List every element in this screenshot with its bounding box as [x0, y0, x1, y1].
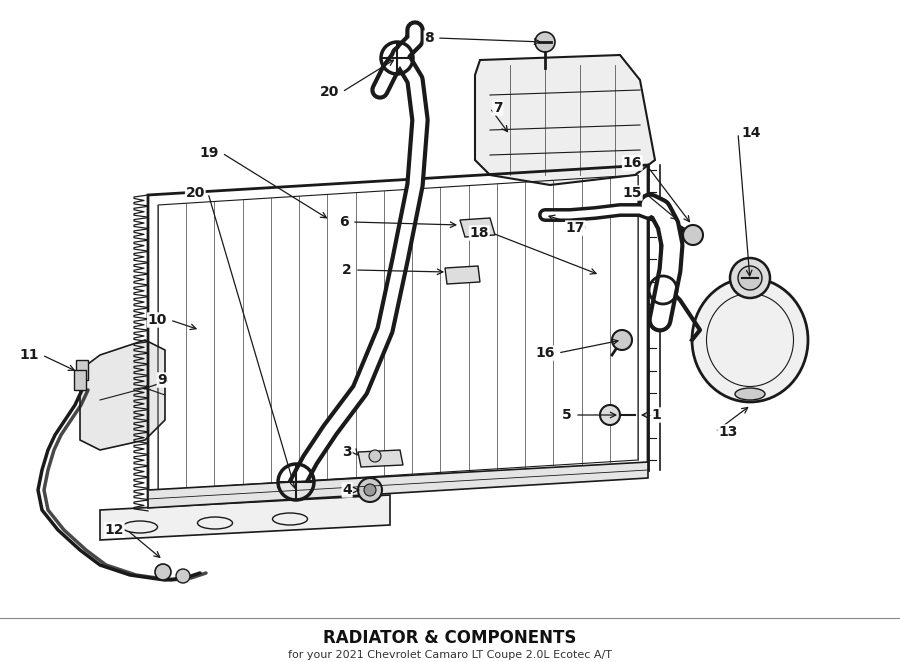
Circle shape: [730, 258, 770, 298]
Text: 8: 8: [424, 31, 434, 45]
Polygon shape: [100, 495, 390, 540]
Ellipse shape: [692, 278, 808, 402]
Text: 2: 2: [342, 263, 352, 277]
Text: 17: 17: [565, 221, 585, 235]
Circle shape: [535, 32, 555, 52]
Text: 9: 9: [158, 373, 167, 387]
Text: 3: 3: [342, 445, 352, 459]
Circle shape: [612, 330, 632, 350]
Circle shape: [738, 266, 762, 290]
Text: 4: 4: [342, 483, 352, 497]
Text: 11: 11: [20, 348, 39, 362]
Text: 5: 5: [562, 408, 572, 422]
Text: 7: 7: [493, 101, 502, 115]
Text: 1: 1: [651, 408, 661, 422]
Circle shape: [176, 569, 190, 583]
Circle shape: [155, 564, 171, 580]
Text: RADIATOR & COMPONENTS: RADIATOR & COMPONENTS: [323, 629, 577, 647]
Ellipse shape: [735, 388, 765, 400]
Text: 18: 18: [470, 226, 489, 240]
Text: 15: 15: [623, 186, 642, 200]
Text: 16: 16: [536, 346, 555, 360]
Text: 12: 12: [104, 523, 124, 537]
Text: 13: 13: [718, 425, 737, 439]
Bar: [74, 370, 86, 390]
Circle shape: [600, 405, 620, 425]
Text: 20: 20: [185, 186, 205, 200]
Circle shape: [683, 225, 703, 245]
Text: 16: 16: [623, 156, 642, 170]
Circle shape: [358, 478, 382, 502]
Polygon shape: [445, 266, 480, 284]
Circle shape: [369, 450, 381, 462]
Polygon shape: [358, 450, 403, 467]
Bar: [76, 360, 88, 380]
Circle shape: [364, 484, 376, 496]
Text: 20: 20: [320, 85, 339, 99]
Text: 10: 10: [148, 313, 167, 327]
Text: for your 2021 Chevrolet Camaro LT Coupe 2.0L Ecotec A/T: for your 2021 Chevrolet Camaro LT Coupe …: [288, 650, 612, 660]
Polygon shape: [475, 55, 655, 185]
Text: 14: 14: [741, 126, 760, 140]
Polygon shape: [148, 462, 648, 508]
Text: 6: 6: [339, 215, 349, 229]
Text: 19: 19: [200, 146, 219, 160]
Polygon shape: [80, 340, 165, 450]
Polygon shape: [460, 218, 495, 237]
